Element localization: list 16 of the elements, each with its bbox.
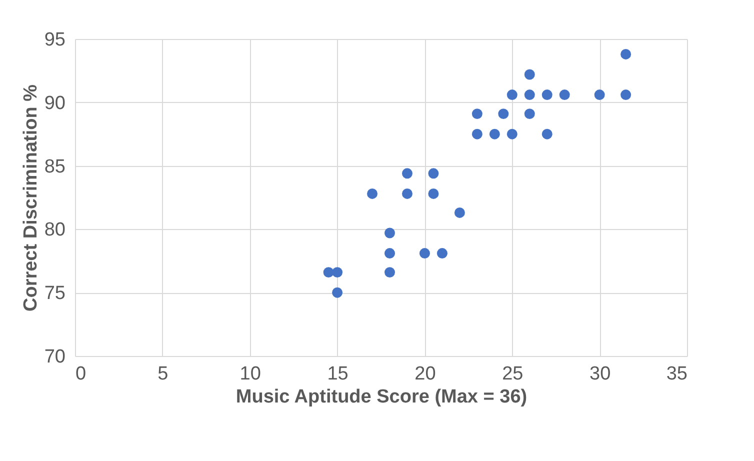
y-tick-label: 95	[44, 30, 66, 50]
x-tick-label: 30	[590, 364, 611, 384]
x-tick-label: 5	[158, 364, 168, 384]
x-tick-label: 0	[76, 364, 86, 384]
x-tick-label: 25	[502, 364, 524, 384]
x-tick-label: 15	[327, 364, 348, 384]
y-tick-label: 70	[44, 346, 66, 368]
y-tick-label: 80	[44, 220, 66, 241]
y-tick-label: 90	[44, 92, 66, 114]
x-tick-label: 35	[666, 364, 688, 384]
x-tick-label: 20	[414, 364, 436, 384]
x-tick-label: 10	[240, 364, 261, 384]
y-axis-title: Correct Discrimination %	[20, 84, 42, 312]
x-axis-title: Music Aptitude Score (Max = 36)	[236, 386, 528, 408]
y-tick-label: 75	[44, 283, 66, 304]
y-tick-label: 85	[44, 156, 66, 178]
